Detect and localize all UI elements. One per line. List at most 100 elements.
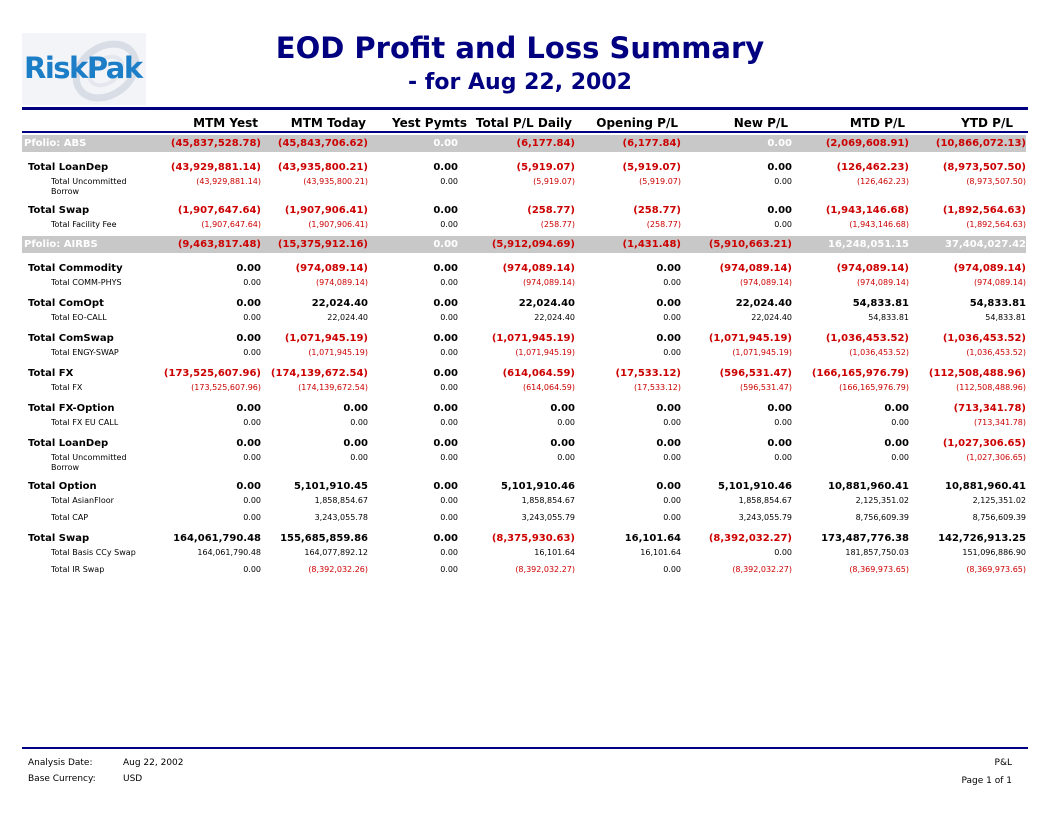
value-cell: (6,177.84) [458,135,575,152]
value-cell: 0.00 [663,453,681,462]
value-cell: 5,101,910.46 [500,480,575,492]
riskpak-logo: RiskPak [22,33,146,105]
value-cell: 0.00 [663,513,681,522]
value-cell: (174,139,672.54) [270,367,368,379]
row-label: Total Uncommitted Borrow [51,177,127,196]
value-cell: (1,907,906.41) [308,220,368,229]
row-label: Total Commodity [28,262,123,274]
column-header: Yest Pymts [391,116,467,130]
value-cell: (258.77) [633,204,681,216]
value-cell: (43,929,881.14) [170,161,261,173]
value-cell: (974,089.14) [295,262,368,274]
value-cell: 0.00 [767,204,792,216]
value-cell: 54,833.81 [969,297,1026,309]
header-divider [22,107,1028,110]
value-cell: (974,089.14) [502,262,575,274]
value-cell: (8,392,032.27) [732,565,792,574]
value-cell: 0.00 [767,161,792,173]
value-cell: (1,071,945.19) [308,348,368,357]
column-header: Opening P/L [596,116,678,130]
value-cell: 0.00 [656,297,681,309]
value-cell: (8,973,507.50) [942,161,1026,173]
value-cell: (258.77) [527,204,575,216]
analysis-date-value: Aug 22, 2002 [123,758,184,768]
value-cell: 0.00 [440,418,458,427]
value-cell: 0.00 [774,220,792,229]
value-cell: 0.00 [368,135,458,152]
column-header: New P/L [733,116,788,130]
row-label: Total LoanDep [28,437,109,449]
value-cell: (974,089.14) [739,278,792,287]
value-cell: (1,943,146.68) [849,220,909,229]
logo-text: RiskPak [24,51,143,85]
value-cell: 164,077,892.12 [304,548,368,557]
report-title: EOD Profit and Loss Summary [275,31,765,65]
logo-swoosh-icon [72,40,140,102]
value-cell: 0.00 [236,402,261,414]
row-label: Total Facility Fee [51,220,117,229]
value-cell: 0.00 [243,278,261,287]
value-cell: (45,843,706.62) [261,135,368,152]
row-label: Pfolio: AIRBS [22,236,148,253]
row-label: Pfolio: ABS [22,135,148,152]
value-cell: (15,375,912.16) [261,236,368,253]
value-cell: (9,463,817.48) [148,236,261,253]
value-cell: 0.00 [243,453,261,462]
value-cell: 0.00 [663,565,681,574]
value-cell: 0.00 [343,437,368,449]
detail-row: Total AsianFloor 0.00 1,858,854.67 0.00 1,85… [22,495,1026,512]
value-cell: (43,929,881.14) [196,177,261,186]
value-cell: (5,919.07) [533,177,575,186]
value-cell: (1,892,564.63) [966,220,1026,229]
row-label: Total Swap [28,532,90,544]
detail-row: Total ENGY-SWAP 0.00 (1,071,945.19) 0.00 (1,… [22,347,1026,364]
row-label: Total ComSwap [28,332,114,344]
value-cell: (974,089.14) [522,278,575,287]
value-cell: 54,833.81 [868,313,909,322]
value-cell: (5,919.07) [516,161,576,173]
value-cell: 0.00 [433,297,458,309]
row-label: Total Swap [28,204,90,216]
value-cell: (10,866,072.13) [909,135,1026,152]
value-cell: 22,024.40 [534,313,575,322]
value-cell: (8,375,930.63) [491,532,575,544]
value-cell: (43,935,800.21) [277,161,368,173]
value-cell: (1,892,564.63) [942,204,1026,216]
value-cell: 0.00 [440,548,458,557]
value-cell: 0.00 [774,548,792,557]
portfolio-row: Pfolio: AIRBS (9,463,817.48) (15,375,912.1… [22,236,1026,253]
value-cell: 0.00 [433,332,458,344]
value-cell: (43,935,800.21) [303,177,368,186]
value-cell: 16,101.64 [534,548,575,557]
value-cell: 0.00 [663,313,681,322]
row-label: Total FX EU CALL [51,418,119,427]
value-cell: (1,071,945.19) [491,332,575,344]
value-cell: 0.00 [236,437,261,449]
value-cell: 0.00 [663,418,681,427]
value-cell: 0.00 [433,161,458,173]
row-label: Total ComOpt [28,297,104,309]
value-cell: 0.00 [433,480,458,492]
page-number: Page 1 of 1 [961,776,1013,786]
value-cell: 0.00 [433,402,458,414]
value-cell: (596,531.47) [739,383,792,392]
value-cell: 0.00 [440,383,458,392]
value-cell: (614,064.59) [502,367,575,379]
value-cell: (8,392,032.26) [308,565,368,574]
row-label: Total Uncommitted Borrow [51,453,127,472]
row-label: Total LoanDep [28,161,109,173]
value-cell: (1,071,945.19) [732,348,792,357]
column-header: MTM Today [290,116,366,130]
column-header-divider [22,131,1028,133]
value-cell: (1,071,945.19) [515,348,575,357]
value-cell: 0.00 [557,453,575,462]
value-cell: 16,101.64 [624,532,681,544]
value-cell: 0.00 [550,402,575,414]
row-label: Total ENGY-SWAP [51,348,119,357]
value-cell: 0.00 [440,177,458,186]
total-row: Total FX-Option 0.00 0.00 0.00 0.00 0.00 0.00 0… [22,399,1026,417]
value-cell: 22,024.40 [518,297,575,309]
value-cell: 0.00 [440,278,458,287]
value-cell: 0.00 [440,313,458,322]
value-cell: 173,487,776.38 [821,532,909,544]
